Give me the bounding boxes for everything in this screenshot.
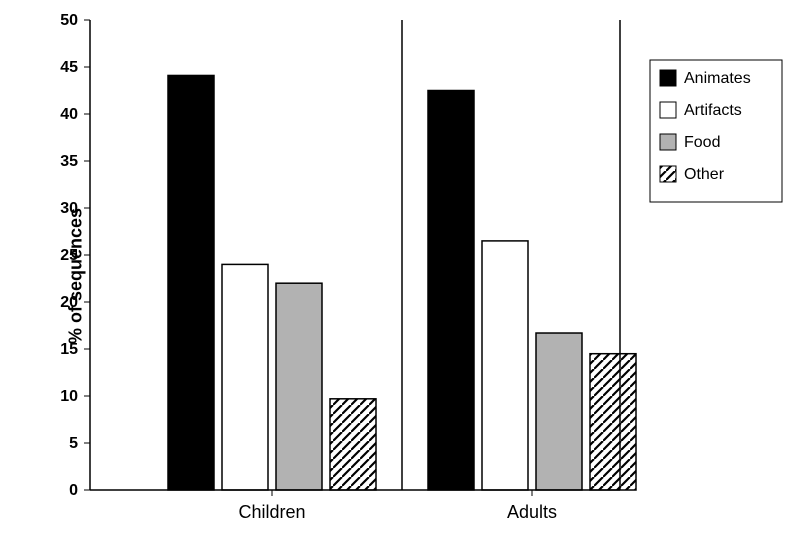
bar-children-artifacts [222,264,268,490]
y-tick-label: 35 [60,153,78,170]
y-tick-label: 45 [60,59,78,76]
y-axis-label: % of sequences [66,208,87,344]
bar-adults-other [590,354,636,490]
legend-label: Other [684,166,725,183]
y-tick-label: 10 [60,388,78,405]
bar-children-other [330,399,376,490]
y-tick-label: 0 [69,482,78,499]
bar-adults-food [536,333,582,490]
x-category-label: Adults [507,502,557,522]
bar-adults-artifacts [482,241,528,490]
legend-label: Animates [684,70,751,87]
y-tick-label: 40 [60,106,78,123]
bar-children-food [276,283,322,490]
chart-container: % of sequences 05101520253035404550Child… [0,0,800,552]
y-tick-label: 50 [60,12,78,29]
legend-label: Artifacts [684,102,742,119]
y-tick-label: 5 [69,435,78,452]
bar-adults-animates [428,91,474,491]
bar-children-animates [168,75,214,490]
legend-label: Food [684,134,720,151]
x-category-label: Children [238,502,305,522]
bar-chart: 05101520253035404550ChildrenAdultsAnimat… [0,0,800,552]
